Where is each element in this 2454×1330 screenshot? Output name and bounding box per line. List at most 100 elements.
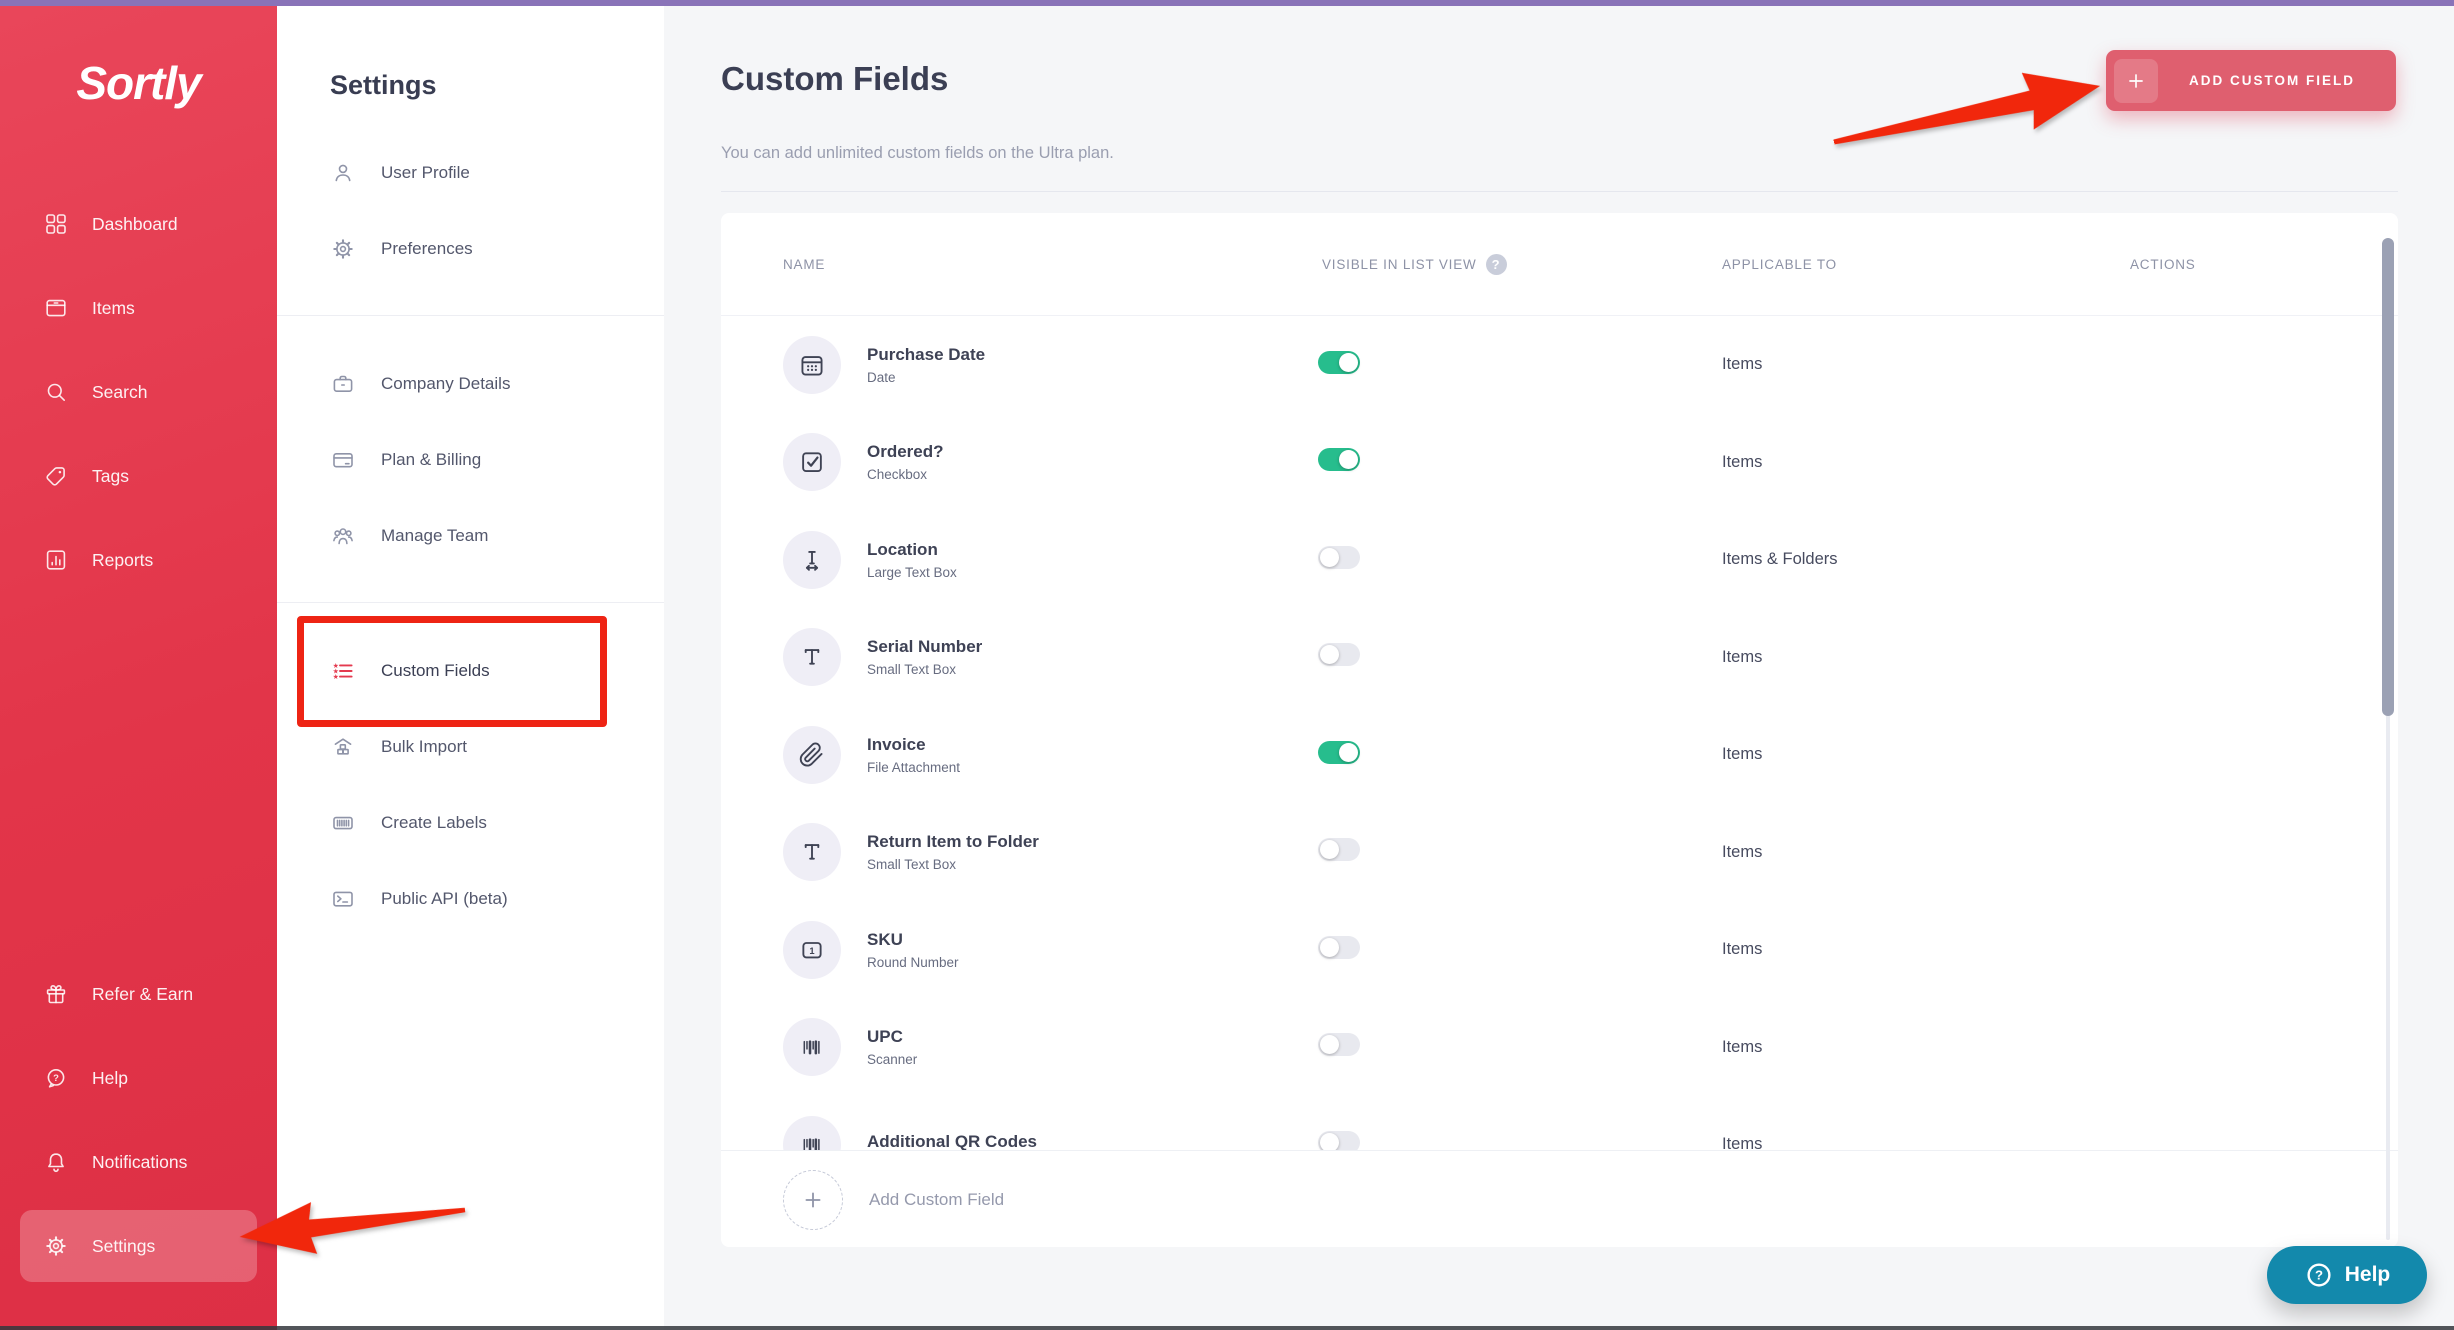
applicable-to-value: Items & Folders <box>1722 550 1838 569</box>
settings-nav-item-create-labels[interactable]: Create Labels <box>277 785 664 861</box>
custom-fields-list-icon: ★ ★ ★ <box>331 659 355 683</box>
applicable-to-value: Items <box>1722 842 1763 861</box>
sidebar-item-reports[interactable]: Reports <box>20 518 257 602</box>
add-custom-field-row[interactable]: Add Custom Field <box>721 1150 2398 1247</box>
nav-item-label: Refer & Earn <box>92 983 194 1004</box>
sidebar-item-settings[interactable]: Settings <box>20 1210 257 1282</box>
field-type: Small Text Box <box>867 662 957 678</box>
applicable-to-value: Items <box>1722 1135 1763 1150</box>
nav-item-label: Search <box>92 381 148 402</box>
settings-nav-item-plan-billing[interactable]: Plan & Billing <box>277 422 664 498</box>
checkbox-icon <box>798 448 826 476</box>
sortly-logo: Sortly <box>76 57 201 109</box>
nav-item-label: Help <box>92 1067 128 1088</box>
tag-icon <box>44 464 68 488</box>
question-circle-icon: ? <box>2304 1260 2334 1290</box>
applicable-to-value: Items <box>1722 452 1763 471</box>
field-type: Small Text Box <box>867 857 957 873</box>
visible-in-list-toggle[interactable] <box>1318 740 1360 764</box>
visible-in-list-toggle[interactable] <box>1318 643 1360 667</box>
sidebar-item-search[interactable]: Search <box>20 350 257 434</box>
add-custom-field-button[interactable]: ADD CUSTOM FIELD <box>2106 50 2396 111</box>
page-subtitle: You can add unlimited custom fields on t… <box>721 144 1114 162</box>
visible-in-list-toggle[interactable] <box>1318 545 1360 569</box>
sidebar-item-notifications[interactable]: Notifications <box>20 1120 257 1204</box>
visible-in-list-toggle[interactable] <box>1318 838 1360 862</box>
settings-nav-item-company-details[interactable]: Company Details <box>277 346 664 422</box>
sidebar: Sortly Dashboard Items Search Tags Repor… <box>0 6 277 1330</box>
text-t-icon <box>798 643 826 671</box>
field-name: Additional QR Codes <box>867 1132 1037 1150</box>
settings-nav-item-public-api-beta[interactable]: Public API (beta) <box>277 861 664 937</box>
dashboard-icon <box>44 212 68 236</box>
scrollbar-thumb[interactable] <box>2382 238 2394 716</box>
settings-nav-item-user-profile[interactable]: User Profile <box>277 135 664 211</box>
visible-in-list-toggle[interactable] <box>1318 1033 1360 1057</box>
visible-in-list-toggle[interactable] <box>1318 935 1360 959</box>
plus-circle <box>783 1170 843 1230</box>
help-tooltip-icon[interactable]: ? <box>1485 253 1507 275</box>
sidebar-bottom-nav: Refer & Earn ? Help Notifications Settin… <box>0 952 277 1288</box>
section-divider <box>277 602 664 603</box>
user-icon <box>331 161 355 185</box>
settings-panel: Settings User Profile Preferences Compan… <box>277 6 664 1330</box>
settings-nav-item-custom-fields[interactable]: ★ ★ ★ Custom Fields <box>277 633 664 709</box>
items-box-icon <box>44 296 68 320</box>
briefcase-icon <box>331 372 355 396</box>
plus-icon <box>2125 70 2147 92</box>
applicable-to-value: Items <box>1722 1037 1763 1056</box>
visible-in-list-toggle[interactable] <box>1318 350 1360 374</box>
sidebar-item-items[interactable]: Items <box>20 266 257 350</box>
settings-nav-item-bulk-import[interactable]: Bulk Import <box>277 709 664 785</box>
settings-nav-item-label: Create Labels <box>381 813 487 832</box>
sidebar-item-refer-earn[interactable]: Refer & Earn <box>20 952 257 1036</box>
help-floating-button[interactable]: ? Help <box>2267 1246 2427 1304</box>
barcode-icon <box>798 1131 826 1150</box>
applicable-to-value: Items <box>1722 745 1763 764</box>
nav-item-label: Reports <box>92 549 154 570</box>
svg-text:?: ? <box>53 1073 59 1084</box>
custom-fields-table: NAME VISIBLE IN LIST VIEW ? APPLICABLE T… <box>721 213 2398 1247</box>
gift-icon <box>44 982 68 1006</box>
svg-text:?: ? <box>2315 1268 2323 1283</box>
paperclip-icon <box>798 741 826 769</box>
field-name: Invoice <box>867 734 926 754</box>
help-bubble-icon: ? <box>44 1066 68 1090</box>
barcode-icon <box>798 1033 826 1061</box>
table-row-return-item-to-folder: Return Item to Folder Small Text Box Ite… <box>721 804 2398 902</box>
terminal-icon <box>331 887 355 911</box>
settings-nav-item-preferences[interactable]: Preferences <box>277 211 664 287</box>
sidebar-item-dashboard[interactable]: Dashboard <box>20 182 257 266</box>
svg-text:★: ★ <box>333 673 339 681</box>
settings-nav-item-label: Plan & Billing <box>381 450 482 469</box>
nav-item-label: Settings <box>92 1235 156 1256</box>
sidebar-nav: Dashboard Items Search Tags Reports <box>0 182 277 602</box>
add-custom-field-row-label: Add Custom Field <box>869 1190 1005 1209</box>
section-divider <box>277 315 664 316</box>
credit-card-icon <box>331 448 355 472</box>
field-type: Checkbox <box>867 467 928 483</box>
table-row-ordered: Ordered? Checkbox Items <box>721 414 2398 512</box>
table-header: NAME VISIBLE IN LIST VIEW ? APPLICABLE T… <box>721 213 2398 316</box>
annotation-arrow-add-button <box>1833 72 2101 145</box>
settings-panel-title: Settings <box>330 70 437 100</box>
settings-nav-item-label: Manage Team <box>381 526 489 545</box>
settings-nav-item-label: Company Details <box>381 374 511 393</box>
help-floating-button-label: Help <box>2344 1263 2391 1286</box>
visible-in-list-toggle[interactable] <box>1318 448 1360 472</box>
settings-nav-item-manage-team[interactable]: Manage Team <box>277 498 664 574</box>
table-row-serial-number: Serial Number Small Text Box Items <box>721 609 2398 707</box>
field-name: Ordered? <box>867 442 944 462</box>
column-header-actions: ACTIONS <box>2130 256 2196 272</box>
field-name: Serial Number <box>867 637 983 657</box>
svg-text:1: 1 <box>809 946 814 956</box>
visible-in-list-toggle[interactable] <box>1318 1130 1360 1150</box>
sidebar-item-help[interactable]: ? Help <box>20 1036 257 1120</box>
gear-icon <box>44 1234 68 1258</box>
column-header-applicable: APPLICABLE TO <box>1722 256 1837 272</box>
sidebar-item-tags[interactable]: Tags <box>20 434 257 518</box>
applicable-to-value: Items <box>1722 647 1763 666</box>
text-cursor-icon <box>798 546 826 574</box>
settings-nav: User Profile Preferences Company Details… <box>277 135 664 937</box>
table-body: Purchase Date Date Items Ordered? Checkb… <box>721 316 2398 1150</box>
